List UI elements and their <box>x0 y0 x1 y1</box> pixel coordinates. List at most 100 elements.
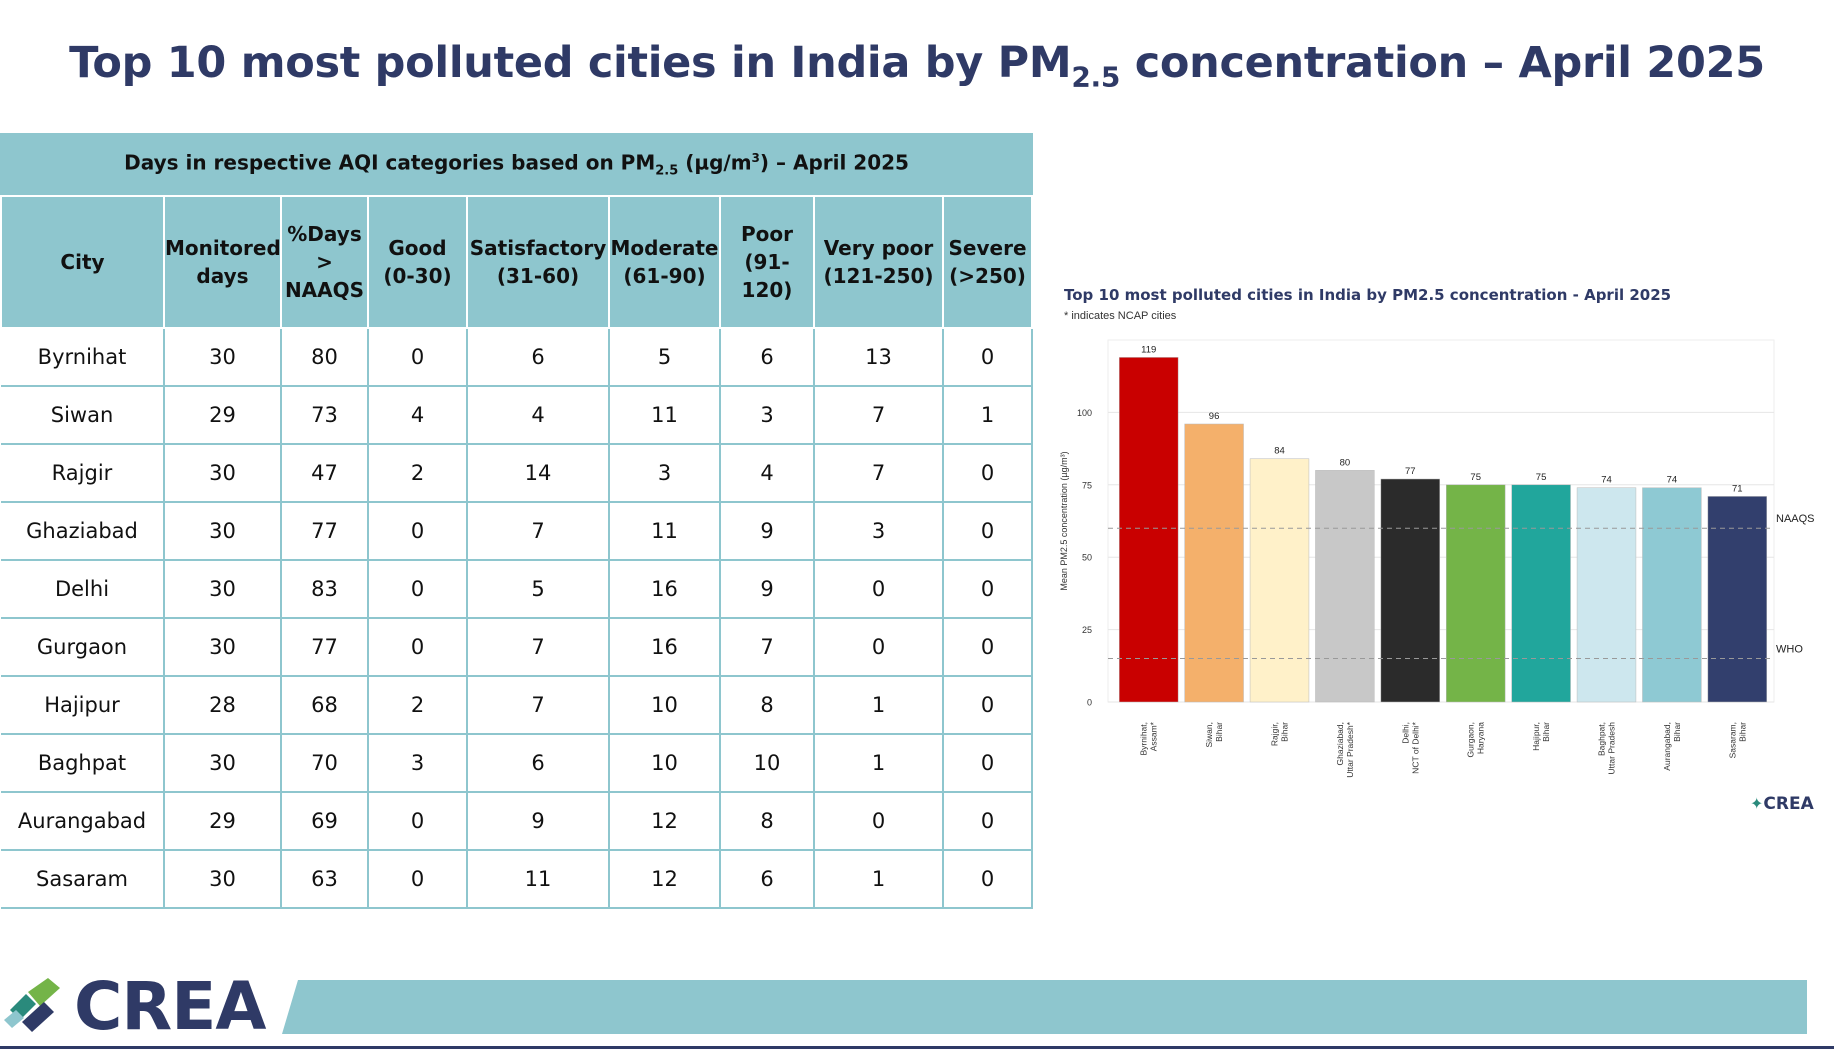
bar <box>1707 496 1767 703</box>
bar <box>1446 484 1506 703</box>
column-header: %Days > NAAQS <box>280 195 369 329</box>
city-cell: Gurgaon <box>1 617 165 677</box>
city-cell: Siwan <box>1 385 165 445</box>
city-cell: Aurangabad <box>1 791 165 851</box>
value-cell: 3 <box>813 501 944 561</box>
crea-logo-text: CREA <box>74 968 266 1045</box>
value-cell: 7 <box>813 443 944 503</box>
value-cell: 28 <box>163 675 282 735</box>
value-cell: 6 <box>466 733 610 793</box>
value-cell: 6 <box>466 327 610 387</box>
value-cell: 3 <box>367 733 468 793</box>
column-header-line: City <box>60 250 105 274</box>
data-label: 84 <box>1274 446 1285 457</box>
value-cell: 12 <box>608 849 721 909</box>
column-header-line: (61-90) <box>623 264 706 288</box>
bar-chart-svg: 0 25 50 75 100 Mean PM2.5 concentration (µg/m… <box>1059 339 1815 778</box>
value-cell: 0 <box>941 617 1034 677</box>
x-tick-label: Byrnihat, <box>1139 722 1149 756</box>
table-row: Delhi 30 83 0 5 16 9 0 0 <box>1 559 1034 619</box>
data-label: 96 <box>1209 411 1220 422</box>
value-cell: 7 <box>466 617 610 677</box>
data-label: 74 <box>1601 475 1612 486</box>
value-cell: 0 <box>941 443 1034 503</box>
value-cell: 30 <box>163 733 282 793</box>
table-caption: Days in respective AQI categories based … <box>0 133 1034 197</box>
table-row: Rajgir 30 47 2 14 3 4 7 0 <box>1 443 1034 503</box>
city-cell: Rajgir <box>1 443 165 503</box>
value-cell: 0 <box>367 791 468 851</box>
bar <box>1315 470 1375 703</box>
value-cell: 4 <box>719 443 815 503</box>
value-cell: 77 <box>280 617 369 677</box>
column-header-line: (31-60) <box>496 264 580 288</box>
value-cell: 9 <box>466 791 610 851</box>
city-cell: Baghpat <box>1 733 165 793</box>
value-cell: 30 <box>163 501 282 561</box>
city-cell: Ghaziabad <box>1 501 165 561</box>
y-tick-label: 75 <box>1082 480 1092 490</box>
value-cell: 30 <box>163 327 282 387</box>
data-label: 77 <box>1405 466 1416 477</box>
x-tick-label: Uttar Pradesh <box>1607 722 1617 775</box>
aqi-days-table: Days in respective AQI categories based … <box>0 133 1034 909</box>
bar <box>1511 484 1571 703</box>
table-row: Siwan 29 73 4 4 11 3 7 1 <box>1 385 1034 445</box>
x-tick-label: Bihar <box>1541 722 1551 742</box>
column-header-line: Satisfactory <box>469 236 607 260</box>
bar <box>1184 423 1244 703</box>
table-row: Gurgaon 30 77 0 7 16 7 0 0 <box>1 617 1034 677</box>
column-header-line: Severe <box>948 236 1027 260</box>
value-cell: 10 <box>608 733 721 793</box>
x-tick-label: Sasaram, <box>1727 722 1737 758</box>
column-header-line: days <box>196 264 249 288</box>
city-cell: Delhi <box>1 559 165 619</box>
value-cell: 29 <box>163 791 282 851</box>
value-cell: 63 <box>280 849 369 909</box>
value-cell: 1 <box>941 385 1034 445</box>
page-title: Top 10 most polluted cities in India by … <box>69 38 1765 94</box>
value-cell: 70 <box>280 733 369 793</box>
x-tick-label: Bihar <box>1280 722 1290 742</box>
value-cell: 2 <box>367 443 468 503</box>
value-cell: 77 <box>280 501 369 561</box>
y-tick-label: 50 <box>1082 553 1092 563</box>
bar <box>1249 458 1310 703</box>
value-cell: 8 <box>719 791 815 851</box>
value-cell: 0 <box>941 327 1034 387</box>
x-tick-label: Gurgaon, <box>1466 722 1476 757</box>
value-cell: 0 <box>813 791 944 851</box>
column-header-line: Very poor <box>823 236 934 260</box>
value-cell: 0 <box>941 791 1034 851</box>
table-row: Hajipur 28 68 2 7 10 8 1 0 <box>1 675 1034 735</box>
x-tick-label: Bihar <box>1672 722 1682 742</box>
value-cell: 0 <box>367 501 468 561</box>
value-cell: 12 <box>608 791 721 851</box>
x-tick-label: Assam* <box>1149 721 1159 751</box>
column-header-line: %Days > <box>287 222 362 274</box>
value-cell: 0 <box>813 559 944 619</box>
reference-line-label: NAAQS <box>1776 513 1815 525</box>
data-label: 75 <box>1470 472 1481 483</box>
value-cell: 68 <box>280 675 369 735</box>
value-cell: 47 <box>280 443 369 503</box>
value-cell: 13 <box>813 327 944 387</box>
x-tick-label: Rajgir, <box>1270 722 1280 746</box>
value-cell: 0 <box>813 617 944 677</box>
column-header-line: Poor <box>740 222 793 246</box>
value-cell: 7 <box>813 385 944 445</box>
value-cell: 7 <box>719 617 815 677</box>
column-header: Satisfactory (31-60) <box>466 195 610 329</box>
bar-chart: Top 10 most polluted cities in India by … <box>1050 282 1834 822</box>
data-label: 80 <box>1340 457 1351 468</box>
value-cell: 11 <box>608 385 721 445</box>
value-cell: 9 <box>719 559 815 619</box>
footer-band <box>282 980 1807 1034</box>
table-row: Aurangabad 29 69 0 9 12 8 0 0 <box>1 791 1034 851</box>
value-cell: 0 <box>367 617 468 677</box>
value-cell: 73 <box>280 385 369 445</box>
column-header: Good (0-30) <box>367 195 468 329</box>
city-cell: Byrnihat <box>1 327 165 387</box>
value-cell: 0 <box>367 559 468 619</box>
column-header-line: Good <box>388 236 447 260</box>
